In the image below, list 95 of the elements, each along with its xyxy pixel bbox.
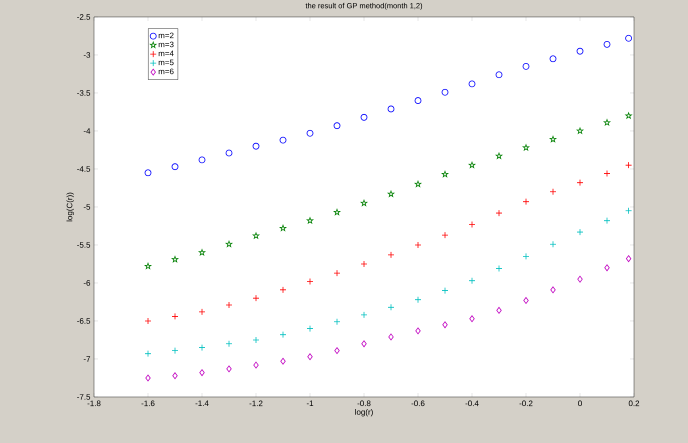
point xyxy=(414,97,422,104)
point xyxy=(468,277,476,284)
point xyxy=(226,302,232,308)
point xyxy=(199,369,205,376)
point xyxy=(442,170,448,178)
point xyxy=(496,152,502,159)
point xyxy=(388,334,394,340)
point xyxy=(468,162,476,168)
point xyxy=(522,252,530,260)
point xyxy=(604,264,610,272)
point xyxy=(414,296,422,304)
point xyxy=(252,142,260,150)
point xyxy=(334,270,340,277)
point xyxy=(226,240,232,248)
point xyxy=(604,170,610,177)
point xyxy=(280,358,286,365)
point xyxy=(252,336,260,344)
point xyxy=(252,294,260,302)
point xyxy=(172,256,178,262)
point xyxy=(388,304,394,311)
point xyxy=(576,228,584,236)
point xyxy=(253,362,259,368)
point xyxy=(172,163,178,170)
point xyxy=(625,162,632,169)
point xyxy=(252,232,260,239)
point xyxy=(550,55,556,62)
point xyxy=(414,180,422,188)
point xyxy=(550,136,556,142)
point xyxy=(144,169,152,176)
point xyxy=(388,251,394,258)
point xyxy=(172,313,178,320)
point xyxy=(144,350,152,358)
point xyxy=(550,286,556,294)
point xyxy=(415,327,421,334)
point xyxy=(576,128,584,134)
point xyxy=(442,232,448,238)
point xyxy=(306,325,314,332)
point xyxy=(496,306,502,314)
point xyxy=(226,340,232,348)
point xyxy=(306,278,314,285)
point xyxy=(334,208,340,216)
point xyxy=(306,217,314,224)
point xyxy=(388,190,394,197)
point xyxy=(172,372,178,380)
point xyxy=(496,265,502,272)
point xyxy=(280,286,286,294)
point xyxy=(522,198,530,206)
point xyxy=(388,106,394,112)
point xyxy=(361,340,367,348)
point xyxy=(576,179,584,186)
point xyxy=(604,40,610,48)
point xyxy=(550,188,556,196)
point xyxy=(522,144,530,151)
point xyxy=(468,80,476,88)
point xyxy=(280,331,286,338)
point xyxy=(144,318,152,324)
point xyxy=(414,242,422,248)
point xyxy=(577,276,583,283)
point xyxy=(334,122,340,130)
point xyxy=(306,130,314,137)
point xyxy=(334,347,340,354)
point xyxy=(604,217,610,224)
point xyxy=(145,374,151,382)
point xyxy=(226,150,232,156)
point xyxy=(172,347,178,354)
point xyxy=(576,48,584,55)
point xyxy=(496,210,502,216)
point xyxy=(144,262,152,270)
point xyxy=(226,365,232,372)
point xyxy=(522,62,530,70)
point xyxy=(442,287,448,294)
point xyxy=(280,224,286,232)
point xyxy=(604,119,610,126)
point xyxy=(198,249,206,256)
point xyxy=(626,255,632,262)
point xyxy=(280,136,286,144)
point xyxy=(496,71,502,78)
point xyxy=(523,297,529,304)
point xyxy=(625,112,632,119)
point xyxy=(468,221,476,228)
point xyxy=(360,312,368,318)
point xyxy=(469,315,475,322)
point xyxy=(442,321,448,328)
point xyxy=(442,88,448,96)
point xyxy=(625,207,632,214)
point xyxy=(360,260,368,268)
point xyxy=(550,240,556,248)
point xyxy=(334,318,340,326)
point xyxy=(198,308,206,316)
point xyxy=(625,34,632,42)
point xyxy=(360,114,368,121)
point xyxy=(198,156,206,164)
point xyxy=(307,353,313,360)
point xyxy=(360,200,368,206)
point xyxy=(198,344,206,351)
